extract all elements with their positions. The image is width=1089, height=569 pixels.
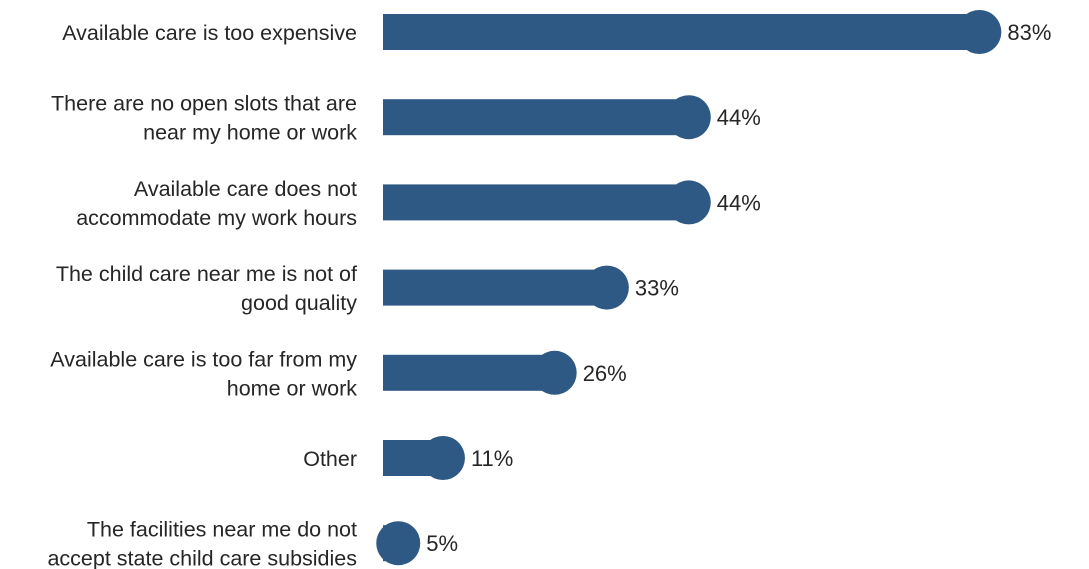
- value-label-2: 44%: [717, 190, 761, 215]
- value-label-0: 83%: [1007, 20, 1051, 45]
- value-label-6: 5%: [426, 531, 458, 556]
- bar-2: [383, 184, 689, 221]
- value-label-4: 26%: [583, 361, 627, 386]
- bar-4: [383, 354, 555, 391]
- category-label-2-line-0: Available care does not: [134, 177, 357, 201]
- bar-cap-6: [376, 521, 421, 566]
- bar-0: [383, 14, 980, 50]
- category-label-5-line-0: Other: [303, 447, 357, 471]
- bar-cap-0: [957, 10, 1002, 54]
- value-label-3: 33%: [635, 276, 679, 301]
- category-label-4-line-1: home or work: [227, 376, 357, 400]
- value-label-1: 44%: [717, 105, 761, 130]
- category-labels-group: Available care is too expensive There are…: [47, 21, 357, 569]
- bar-1: [383, 99, 689, 136]
- value-labels-group: 83% 44% 44% 33% 26% 11% 5%: [426, 20, 1051, 556]
- bar-cap-4: [532, 350, 577, 395]
- category-label-5: Other: [303, 447, 357, 471]
- bar-cap-2: [666, 180, 711, 225]
- category-label-1: There are no open slots that are near my …: [51, 92, 357, 145]
- bar-cap-5: [420, 436, 465, 480]
- category-label-1-line-0: There are no open slots that are: [51, 92, 357, 116]
- category-label-6: The facilities near me do not accept stat…: [47, 518, 357, 569]
- value-label-5: 11%: [471, 446, 513, 471]
- category-label-3-line-1: good quality: [241, 291, 357, 315]
- category-label-0: Available care is too expensive: [62, 21, 357, 45]
- category-label-1-line-1: near my home or work: [143, 121, 357, 145]
- category-label-4-line-0: Available care is too far from my: [50, 347, 357, 371]
- category-label-3: The child care near me is not of good qua…: [56, 262, 357, 315]
- category-label-3-line-0: The child care near me is not of: [56, 262, 357, 286]
- category-label-0-line-0: Available care is too expensive: [62, 21, 357, 45]
- category-label-2: Available care does not accommodate my wo…: [76, 177, 357, 230]
- category-label-6-line-1: accept state child care subsidies: [47, 547, 357, 569]
- bars-group: [376, 10, 1002, 566]
- bar-cap-1: [666, 95, 711, 140]
- category-label-4: Available care is too far from my home or…: [50, 347, 357, 400]
- category-label-6-line-0: The facilities near me do not: [87, 518, 357, 542]
- bar-cap-3: [584, 265, 629, 310]
- bar-3: [383, 269, 607, 306]
- category-label-2-line-1: accommodate my work hours: [76, 206, 357, 230]
